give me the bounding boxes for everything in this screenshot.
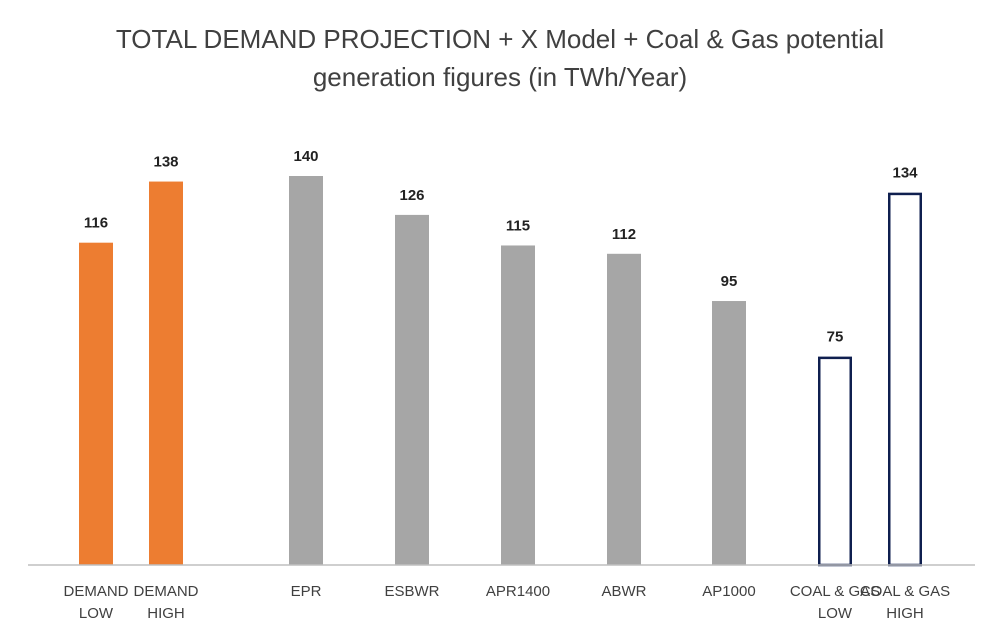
chart-title-line-2: generation figures (in TWh/Year): [312, 62, 688, 92]
data-label: 126: [399, 187, 424, 204]
data-label: 116: [84, 215, 108, 232]
category-label: ABWR: [602, 583, 647, 600]
bar-abwr: [607, 253, 641, 566]
bar-ap1000: [712, 301, 746, 565]
category-label: EPR: [291, 583, 322, 600]
category-label: ESBWR: [384, 583, 439, 600]
data-label: 134: [892, 165, 918, 182]
data-label: 75: [827, 329, 844, 346]
category-label: AP1000: [702, 583, 755, 600]
data-label: 95: [721, 273, 738, 290]
category-label: COAL & GAS HIGH: [860, 583, 950, 622]
category-label: APR1400: [486, 583, 550, 600]
chart-title-line-1: TOTAL DEMAND PROJECTION + X Model + Coal…: [115, 24, 885, 54]
bar-epr: [289, 176, 323, 565]
bar-apr1400: [501, 245, 535, 565]
bar-esbwr: [395, 214, 429, 565]
category-label: DEMAND HIGH: [133, 583, 198, 622]
data-label: 115: [506, 217, 530, 234]
data-label: 138: [153, 154, 178, 171]
bar-coal-gas-low: [818, 356, 852, 567]
data-label: 140: [293, 148, 318, 165]
bar-coal-gas-high: [888, 192, 922, 567]
bar-demand-high: [149, 181, 183, 566]
bar-demand-low: [79, 242, 113, 565]
data-label: 112: [612, 226, 636, 243]
category-label: COAL & GAS LOW: [790, 583, 880, 622]
category-label: DEMAND LOW: [63, 583, 128, 622]
chart-title: TOTAL DEMAND PROJECTION + X Model + Coal…: [0, 20, 1000, 96]
